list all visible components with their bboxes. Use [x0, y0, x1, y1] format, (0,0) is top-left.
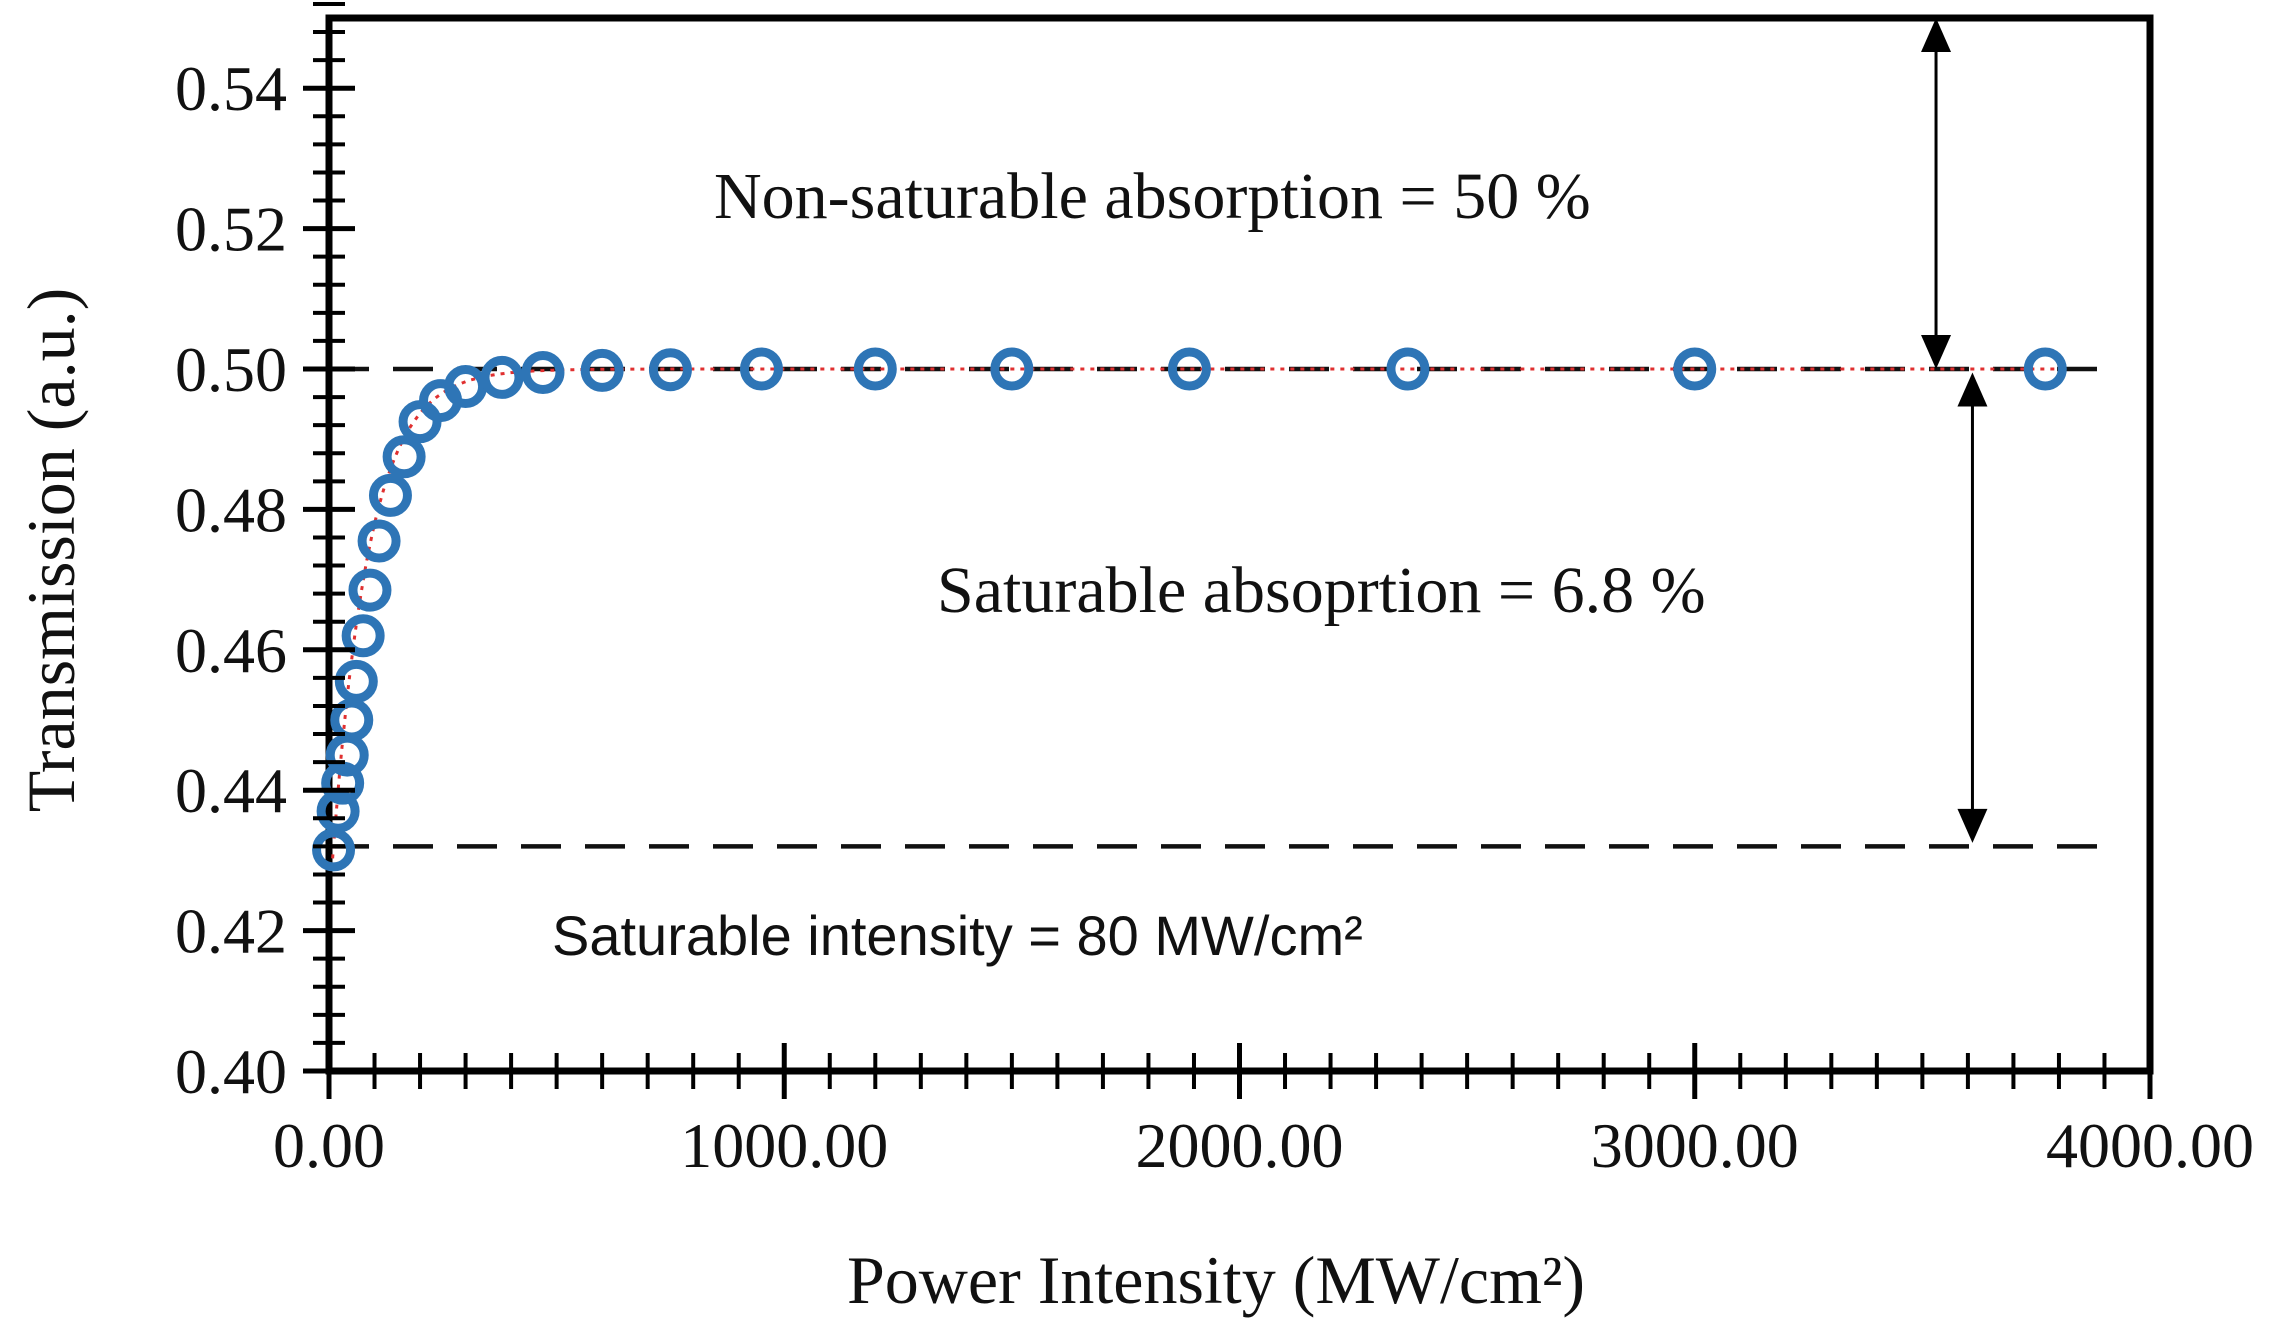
x-tick-label: 0.00 — [273, 1110, 385, 1181]
data-point — [357, 519, 401, 563]
data-point — [521, 351, 565, 395]
y-tick-label: 0.52 — [175, 194, 287, 265]
y-tick-label: 0.40 — [175, 1036, 287, 1107]
arrow-head-down — [1921, 335, 1952, 369]
arrows — [1921, 18, 1988, 843]
x-tick-label: 4000.00 — [2046, 1110, 2254, 1181]
y-tick-label: 0.50 — [175, 334, 287, 405]
data-points — [312, 347, 2067, 872]
data-point — [1386, 347, 1430, 391]
y-tick-label: 0.46 — [175, 615, 287, 686]
data-point — [348, 568, 392, 612]
y-axis-title: Transmission (a.u.) — [13, 288, 89, 813]
y-tick-label: 0.54 — [175, 53, 287, 124]
saturable-annotation: Saturable absoprtion = 6.8 % — [937, 554, 1706, 627]
non-saturable-arrow — [1921, 18, 1952, 369]
y-tick-label: 0.48 — [175, 474, 287, 545]
data-point — [330, 698, 374, 742]
tick-labels: 0.00 1000.00 2000.00 3000.00 4000.00 0.40 0.42… — [175, 53, 2254, 1181]
data-point — [1673, 347, 1717, 391]
axis-ticks — [303, 1, 2153, 1099]
data-point — [648, 348, 692, 392]
saturable-arrow — [1957, 372, 1988, 843]
data-point — [739, 347, 783, 391]
y-tick-label: 0.42 — [175, 896, 287, 967]
data-point — [368, 473, 412, 517]
data-point — [580, 348, 624, 392]
data-point — [480, 355, 524, 399]
x-tick-label: 3000.00 — [1591, 1110, 1799, 1181]
x-axis-title: Power Intensity (MW/cm²) — [847, 1242, 1585, 1318]
x-tick-label: 1000.00 — [680, 1110, 888, 1181]
data-point — [321, 761, 365, 805]
non-saturable-annotation: Non-saturable absorption = 50 % — [714, 160, 1591, 233]
data-point — [334, 659, 378, 703]
data-point — [2023, 347, 2067, 391]
data-point — [312, 828, 356, 872]
saturable-intensity-annotation: Saturable intensity = 80 MW/cm² — [552, 904, 1363, 967]
data-point — [853, 347, 897, 391]
y-tick-label: 0.44 — [175, 755, 287, 826]
arrow-head-up — [1921, 18, 1952, 52]
data-point — [990, 347, 1034, 391]
data-point — [341, 614, 385, 658]
data-point — [316, 789, 360, 833]
data-point — [1167, 347, 1211, 391]
x-tick-label: 2000.00 — [1136, 1110, 1344, 1181]
arrow-head-down — [1957, 808, 1988, 843]
data-point — [382, 435, 426, 479]
arrow-head-up — [1957, 372, 1988, 407]
